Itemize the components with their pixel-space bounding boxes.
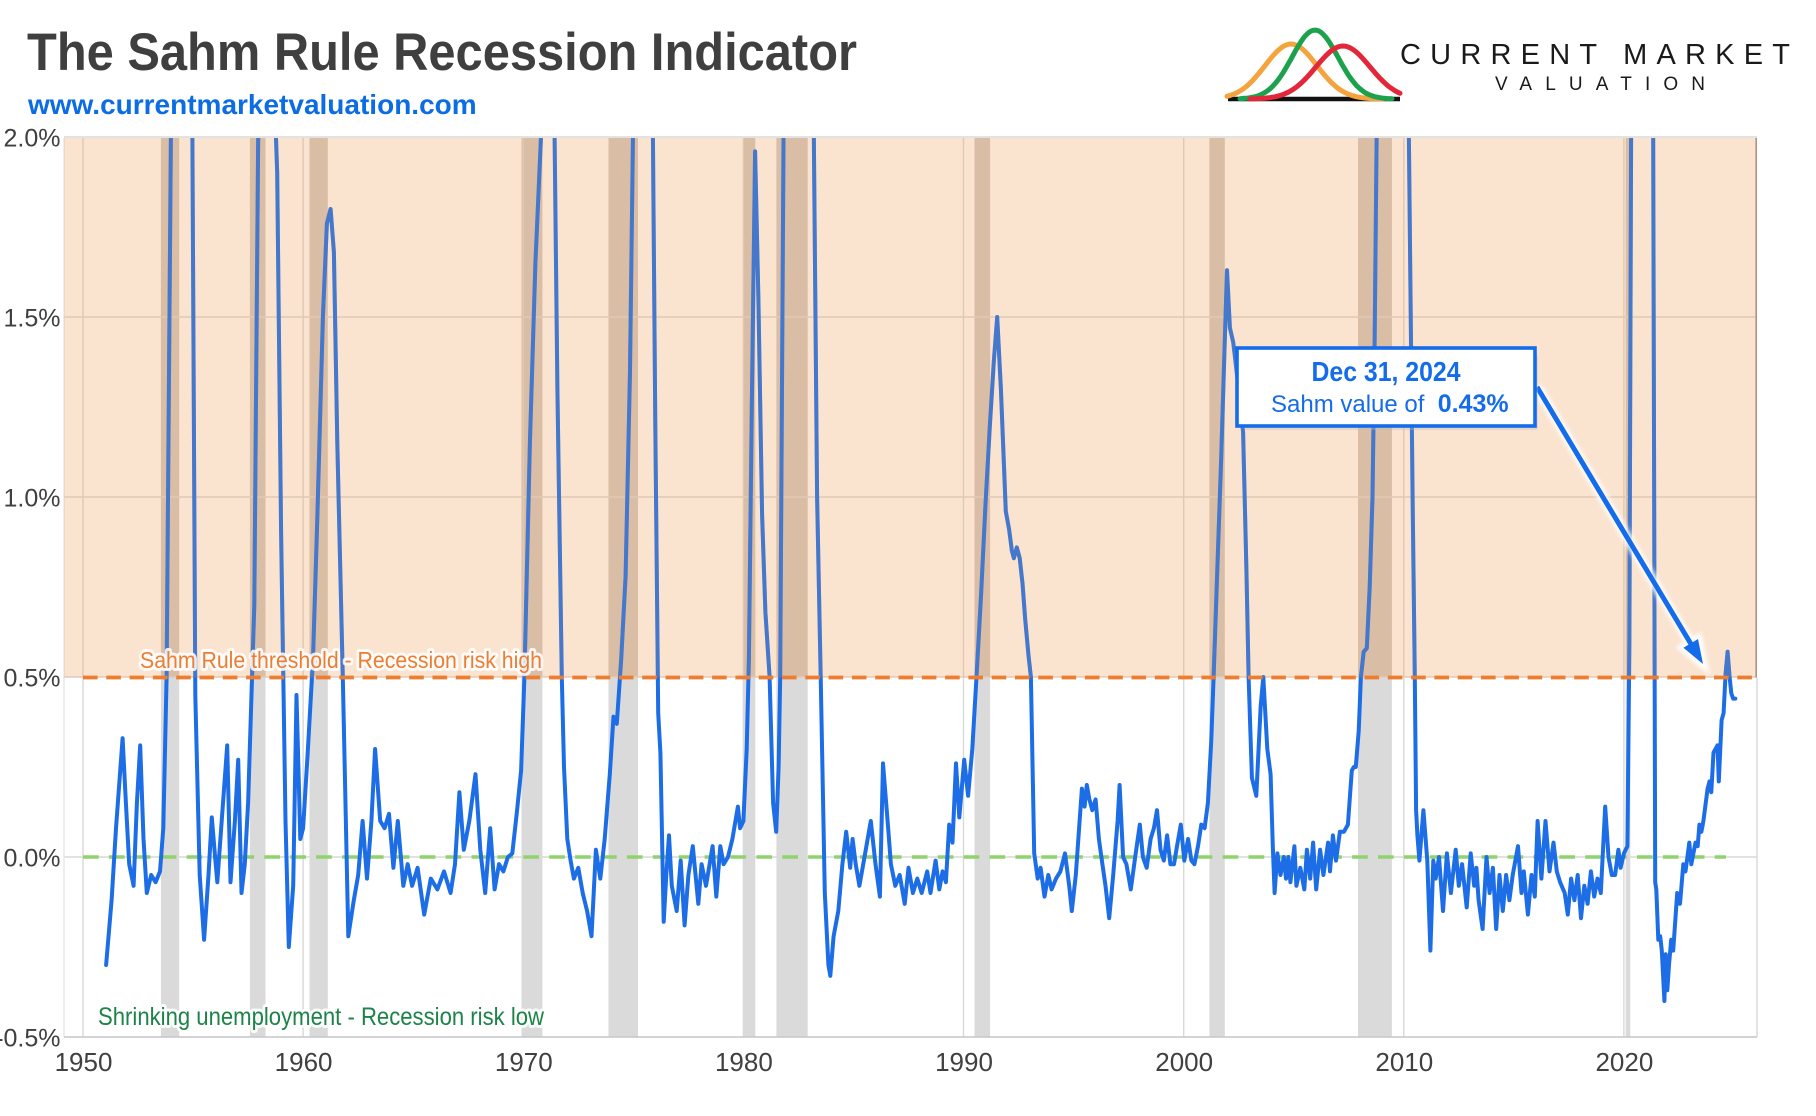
svg-text:Dec 31, 2024: Dec 31, 2024 [1312, 356, 1461, 387]
svg-text:1.5%: 1.5% [4, 305, 61, 333]
svg-text:Sahm value of 0.43%: Sahm value of 0.43% [1271, 390, 1509, 418]
svg-text:The Sahm Rule Recession Indica: The Sahm Rule Recession Indicator [27, 23, 857, 82]
svg-text:1980: 1980 [715, 1047, 773, 1077]
svg-text:VALUATION: VALUATION [1495, 74, 1705, 95]
svg-text:www.currentmarketvaluation.com: www.currentmarketvaluation.com [27, 89, 477, 120]
svg-text:1990: 1990 [935, 1047, 993, 1077]
svg-text:Shrinking unemployment - Reces: Shrinking unemployment - Recession risk … [98, 1003, 545, 1031]
svg-text:1970: 1970 [495, 1047, 553, 1077]
svg-text:CURRENT MARKET: CURRENT MARKET [1400, 39, 1790, 71]
svg-text:0.0%: 0.0% [4, 845, 61, 873]
svg-text:1950: 1950 [55, 1047, 113, 1077]
svg-text:2010: 2010 [1375, 1047, 1433, 1077]
svg-text:1960: 1960 [275, 1047, 333, 1077]
svg-text:2020: 2020 [1595, 1047, 1653, 1077]
svg-text:0.5%: 0.5% [4, 665, 61, 693]
svg-text:1.0%: 1.0% [4, 485, 61, 513]
svg-text:-0.5%: -0.5% [0, 1025, 61, 1053]
svg-text:2000: 2000 [1155, 1047, 1213, 1077]
svg-text:2.0%: 2.0% [4, 125, 61, 153]
svg-text:Sahm Rule threshold - Recessio: Sahm Rule threshold - Recession risk hig… [140, 647, 542, 673]
